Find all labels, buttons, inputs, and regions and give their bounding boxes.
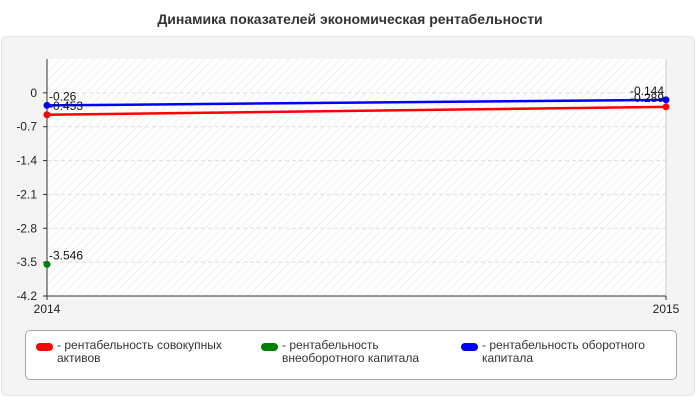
- legend-label: рентабельность оборотного капитала: [482, 339, 671, 365]
- data-point: [662, 96, 670, 104]
- data-point: [43, 111, 51, 119]
- data-point: [662, 103, 670, 111]
- series-line-0: [46, 105, 667, 117]
- data-label: -3.546: [49, 248, 83, 262]
- x-tick-label: 2014: [34, 302, 61, 316]
- legend-item-working-capital[interactable]: рентабельность оборотного капитала: [461, 339, 671, 365]
- x-tick-label: 2015: [653, 302, 680, 316]
- legend-item-total-assets[interactable]: рентабельность совокупных активов: [36, 339, 246, 365]
- y-tick-label: -2.1: [16, 187, 37, 201]
- y-tick-label: -1.4: [16, 154, 37, 168]
- legend-item-noncurrent-capital[interactable]: рентабельность внеоборотного капитала: [261, 339, 441, 365]
- series-line-2: [46, 98, 667, 107]
- data-label: -0.453: [49, 99, 83, 113]
- data-label: -0.289: [630, 91, 664, 105]
- data-point: [43, 260, 51, 268]
- data-label: -0.144: [630, 84, 664, 98]
- data-label: -0.26: [49, 89, 77, 103]
- y-tick-label: -2.8: [16, 221, 37, 235]
- legend-swatch-green: [261, 343, 278, 351]
- chart-title: Динамика показателей экономическая рента…: [157, 11, 543, 27]
- y-tick-label: -0.7: [16, 120, 37, 134]
- y-tick-label: -4.2: [16, 289, 37, 303]
- legend: рентабельность совокупных активов рентаб…: [25, 330, 677, 380]
- legend-label: рентабельность совокупных активов: [57, 339, 246, 365]
- legend-label: рентабельность внеоборотного капитала: [282, 339, 441, 365]
- y-tick-label: -3.5: [16, 255, 37, 269]
- y-tick-label: 0: [30, 86, 37, 100]
- data-point: [43, 101, 51, 109]
- plot-background: [47, 59, 666, 296]
- legend-swatch-red: [36, 343, 53, 351]
- legend-swatch-blue: [461, 343, 478, 351]
